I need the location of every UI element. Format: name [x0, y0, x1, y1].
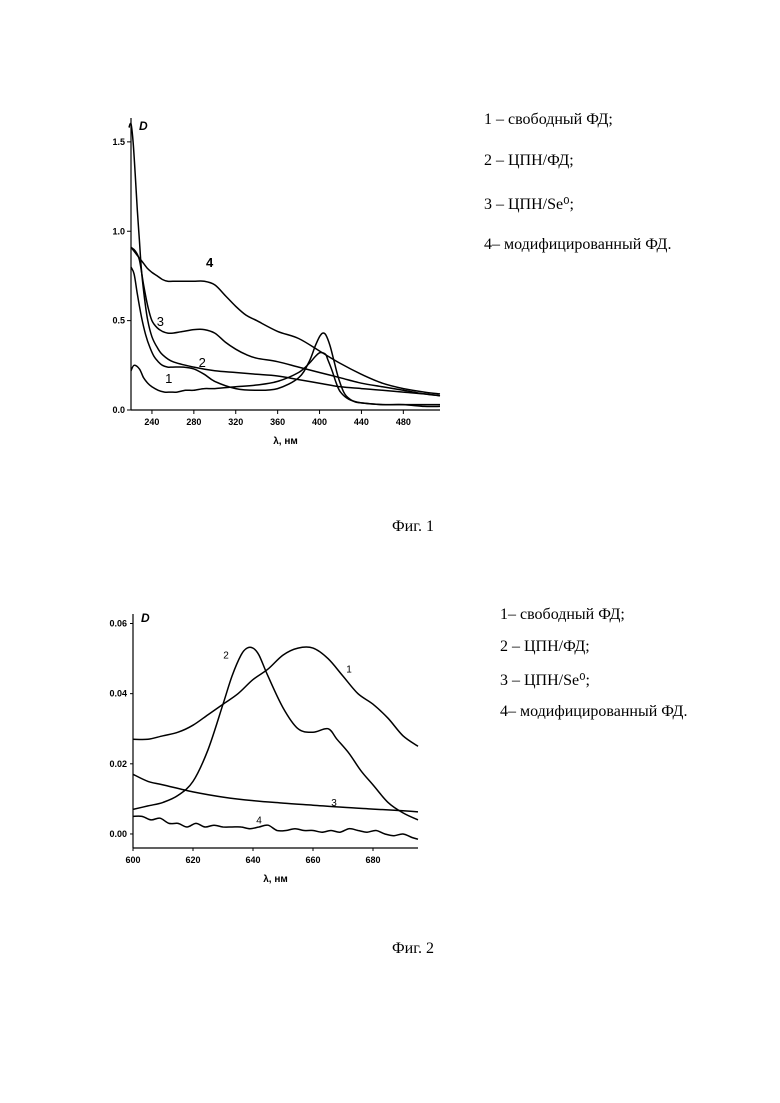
curve-label-1: 1 — [165, 371, 172, 386]
y-tick-label: 0.0 — [112, 405, 125, 415]
figure-2-legend-item-2: 2 – ЦПН/ФД; — [500, 638, 590, 656]
x-tick-label: 600 — [125, 855, 140, 865]
x-tick-label: 320 — [228, 417, 243, 427]
curve-label-1: 1 — [346, 665, 352, 676]
figures-canvas: 240 280 320 360 400 440 480 0.0 0.5 1.0 1.5 Dλ, нм 1… — [0, 0, 780, 1103]
x-tick-label: 480 — [396, 417, 411, 427]
x-tick-label: 660 — [305, 855, 320, 865]
figure-1-caption: Фиг. 1 — [392, 518, 434, 536]
x-tick-label: 620 — [185, 855, 200, 865]
x-tick-label: 680 — [365, 855, 380, 865]
curve-label-3: 3 — [157, 314, 164, 329]
y-tick-label: 1.0 — [112, 226, 125, 236]
figure-2-caption: Фиг. 2 — [392, 940, 434, 958]
x-tick-label: 360 — [270, 417, 285, 427]
series-line-3 — [129, 123, 440, 395]
y-tick-label: 0.06 — [109, 619, 127, 629]
y-tick-label: 0.00 — [109, 829, 127, 839]
series-line-1 — [133, 647, 418, 746]
y-tick-label: 1.5 — [112, 137, 125, 147]
curve-label-2: 2 — [223, 651, 229, 662]
y-axis-title: D — [141, 611, 150, 625]
y-tick-label: 0.02 — [109, 759, 127, 769]
curve-label-4: 4 — [256, 815, 262, 826]
figure-2-chart: 600 620 640 660 680 0.00 0.02 0.04 0.06 Dλ, нм 1 2 3… — [109, 611, 418, 885]
series-line-4b — [131, 247, 440, 394]
curve-label-4: 4 — [206, 255, 214, 270]
series-line-2 — [131, 267, 440, 407]
series-line-1 — [131, 352, 440, 404]
figure-1-chart: 240 280 320 360 400 440 480 0.0 0.5 1.0 1.5 Dλ, нм 1… — [112, 118, 440, 447]
x-tick-label: 440 — [354, 417, 369, 427]
x-tick-label: 400 — [312, 417, 327, 427]
figure-1-legend-item-4: 4– модифицированный ФД. — [484, 236, 671, 254]
figure-1-legend-item-1: 1 – свободный ФД; — [484, 111, 613, 129]
x-tick-label: 640 — [245, 855, 260, 865]
y-tick-label: 0.5 — [112, 316, 125, 326]
x-axis-title: λ, нм — [273, 436, 298, 447]
y-tick-label: 0.04 — [109, 689, 127, 699]
x-tick-label: 280 — [186, 417, 201, 427]
y-axis-title: D — [139, 119, 148, 133]
figure-2-legend-item-1: 1– свободный ФД; — [500, 606, 625, 624]
x-tick-label: 240 — [144, 417, 159, 427]
series-line-4 — [131, 247, 440, 395]
figure-1-legend-item-3: 3 – ЦПН/Se⁰; — [484, 194, 574, 214]
series-line-4 — [133, 816, 418, 839]
curve-label-3: 3 — [331, 798, 337, 809]
series-line-3 — [133, 774, 418, 812]
figure-2-legend-item-3: 3 – ЦПН/Se⁰; — [500, 670, 590, 690]
figure-1-legend-item-2: 2 – ЦПН/ФД; — [484, 152, 574, 170]
x-axis-title: λ, нм — [263, 874, 288, 885]
figure-2-legend-item-4: 4– модифицированный ФД. — [500, 703, 687, 721]
